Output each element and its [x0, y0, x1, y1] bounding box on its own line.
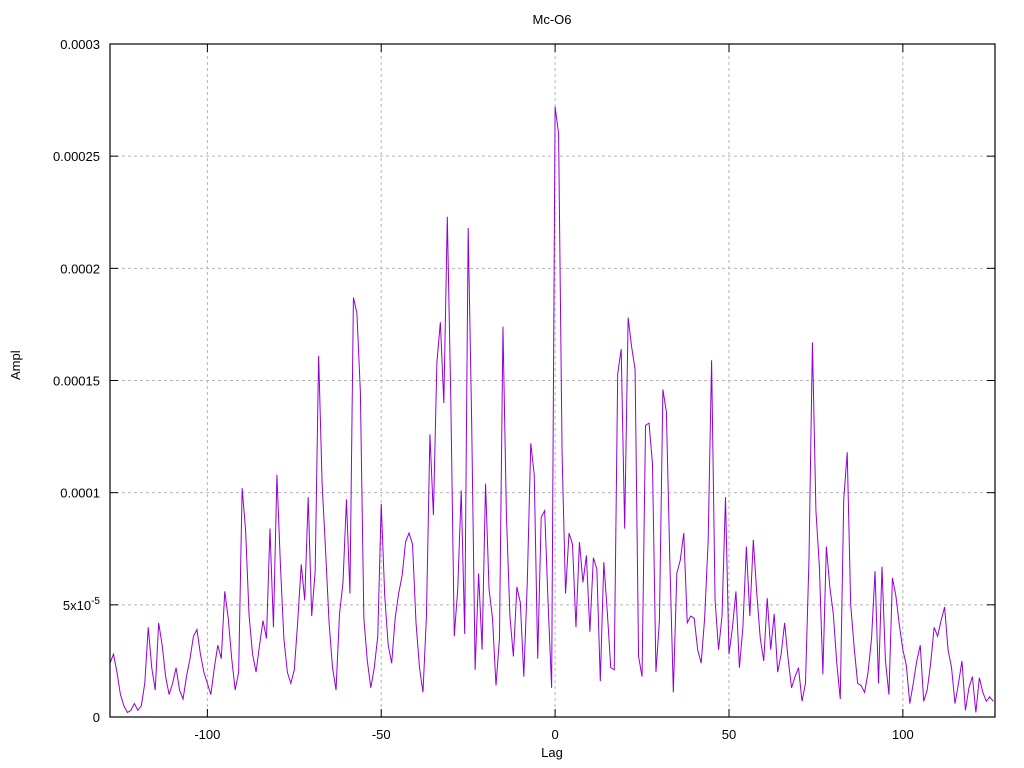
y-tick-label: 5x10-5	[63, 596, 101, 613]
grid-layer	[110, 44, 995, 717]
x-tick-label: -50	[372, 727, 391, 742]
y-tick-label: 0.0001	[60, 486, 100, 501]
x-tick-label: 100	[892, 727, 914, 742]
series-layer	[109, 106, 994, 714]
y-tick-label: 0.00015	[53, 374, 100, 389]
x-tick-label: 50	[722, 727, 736, 742]
x-tick-label: 0	[551, 727, 558, 742]
tick-label-layer: -100 -50 0 50 100 0 5x10-5 0.0001 0.00015 0.0002 0…	[53, 37, 914, 742]
y-tick-label: 0.00025	[53, 149, 100, 164]
axis-layer	[109, 43, 996, 718]
y-tick-label: 0	[93, 710, 100, 725]
x-axis-label: Lag	[541, 745, 563, 760]
y-axis-label: Ampl	[8, 350, 23, 380]
x-tick-label: -100	[194, 727, 220, 742]
ampl-series-line	[109, 106, 994, 714]
y-tick-label: 0.0003	[60, 37, 100, 52]
y-tick-label: 0.0002	[60, 261, 100, 276]
chart-title: Mc-O6	[532, 12, 572, 27]
